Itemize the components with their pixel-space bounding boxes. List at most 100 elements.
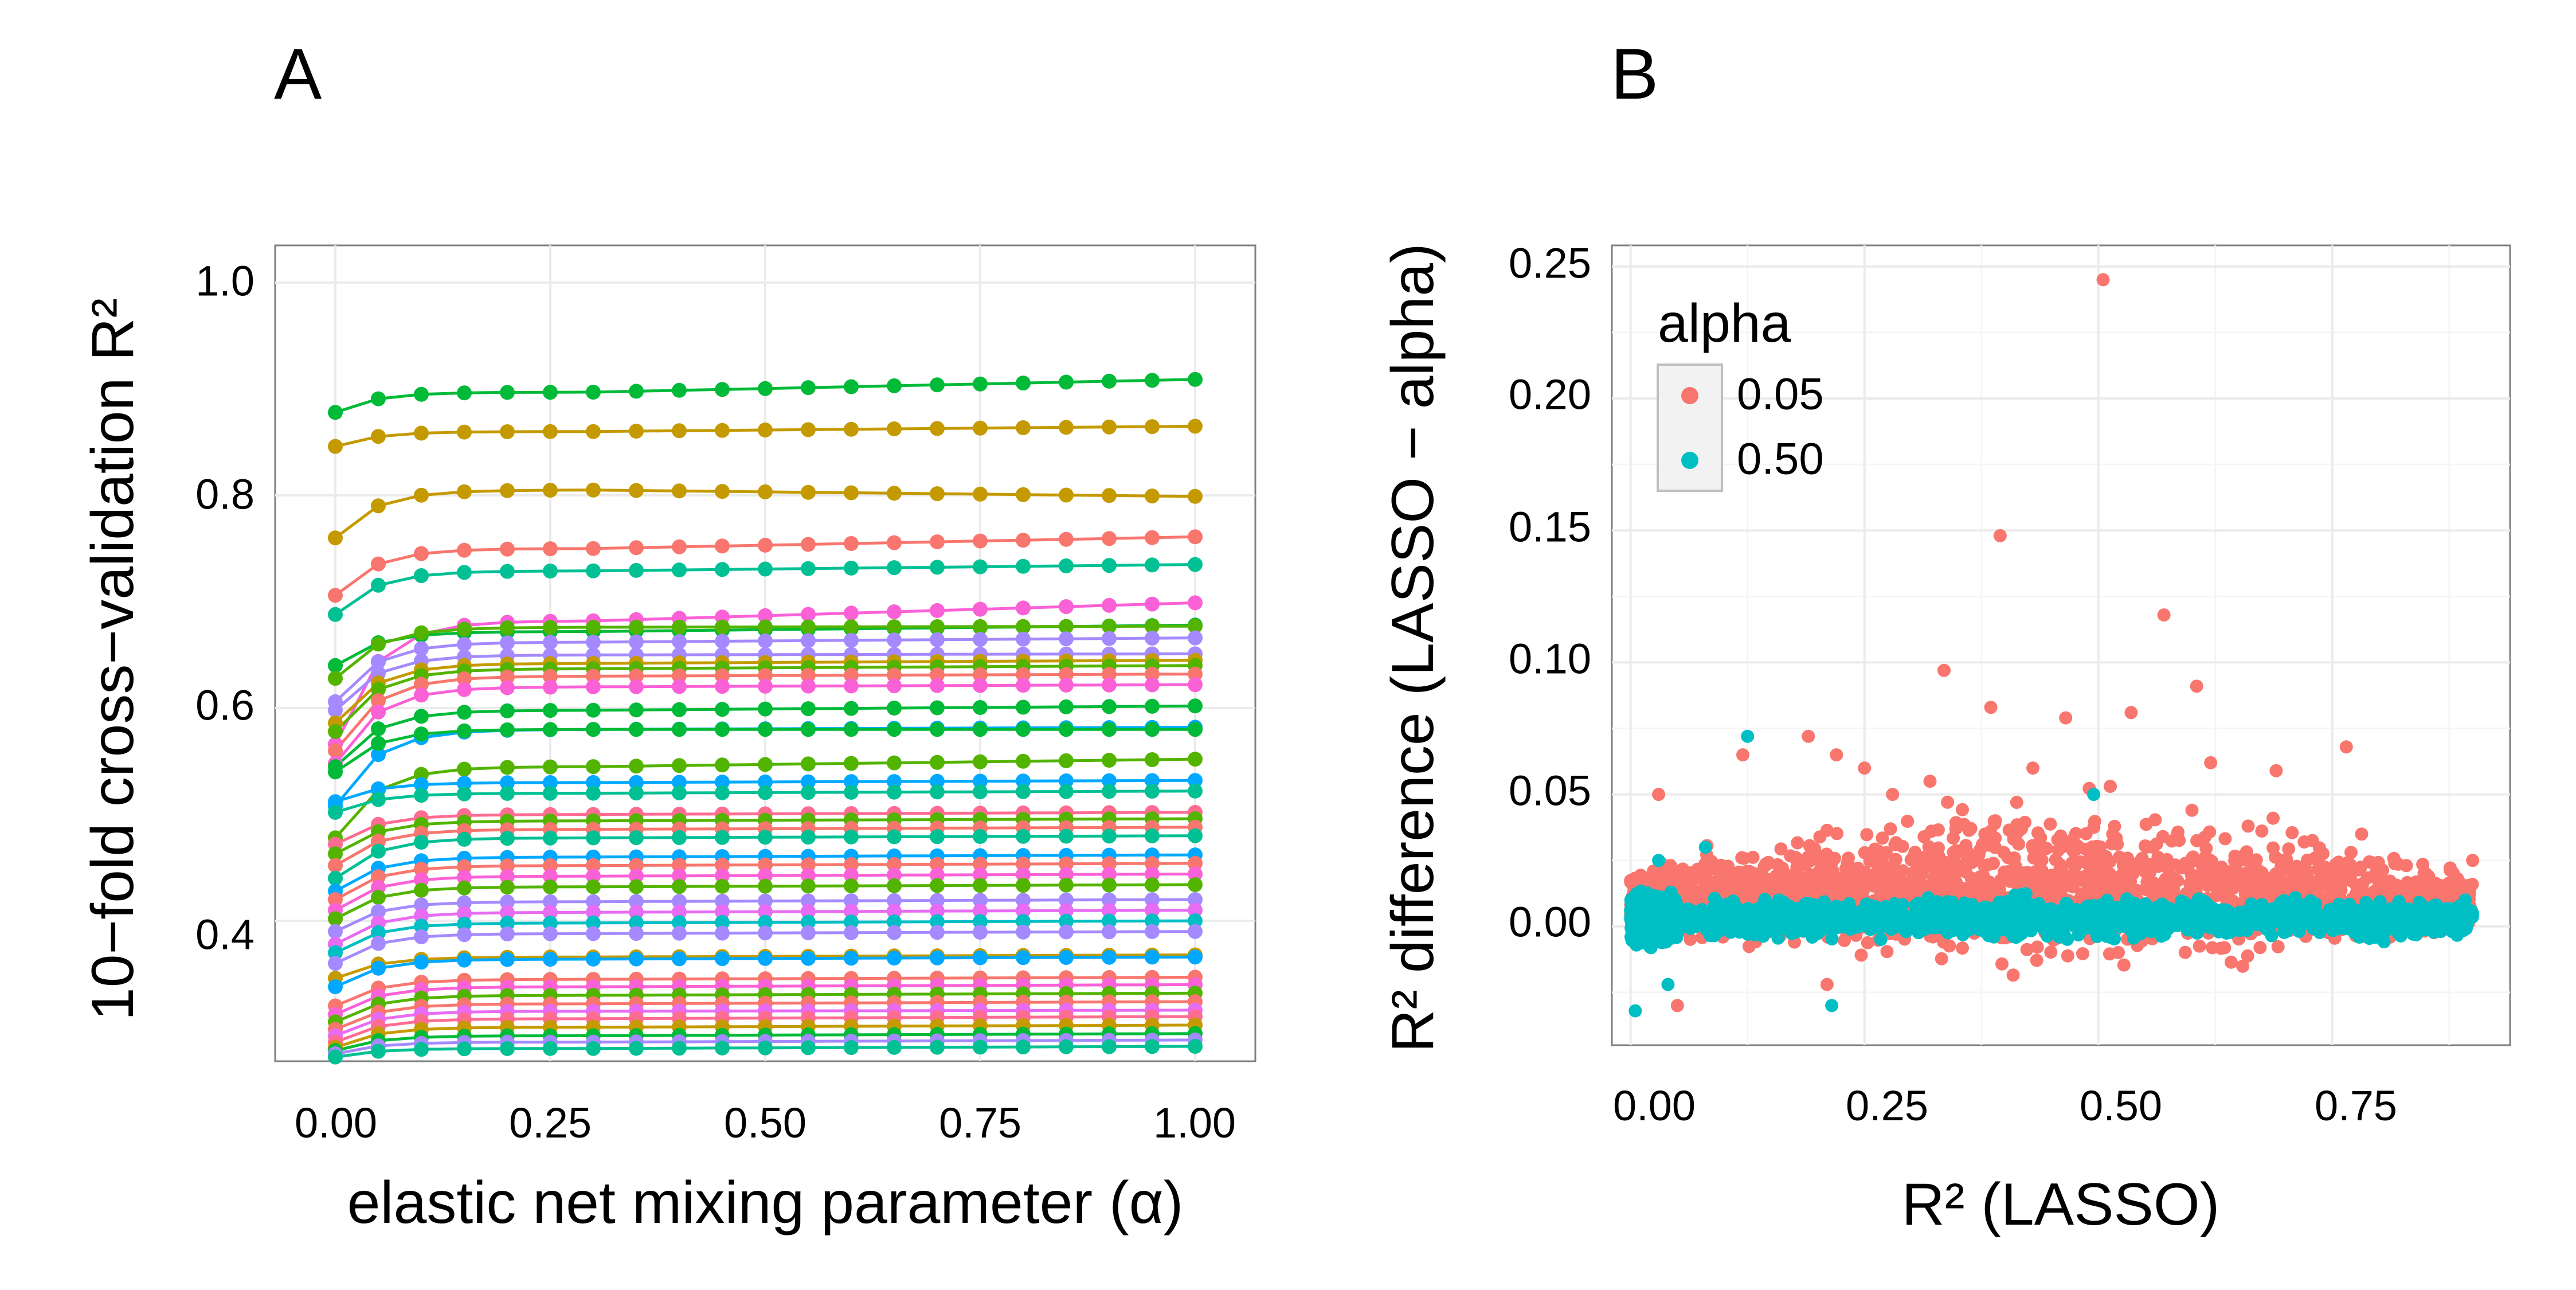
scatter-point-alpha-0.05 <box>1809 884 1823 898</box>
scatter-point-alpha-0.05 <box>1947 831 1960 845</box>
scatter-point-alpha-0.05 <box>1925 824 1938 838</box>
panel-a-y-axis-title: 10−fold cross−validation R² <box>80 298 146 1021</box>
panel-a-point <box>371 1043 386 1059</box>
panel-a-point <box>973 925 988 940</box>
panel-a-point <box>887 632 902 648</box>
panel-a-point <box>543 541 558 557</box>
panel-a-point <box>457 906 472 921</box>
panel-a-point <box>1016 533 1031 548</box>
panel-a-point <box>457 542 472 558</box>
panel-a-point <box>1145 892 1160 908</box>
panel-a-point <box>758 785 773 800</box>
scatter-point-alpha-0.05 <box>1757 859 1771 873</box>
panel-a-point <box>1016 558 1031 574</box>
panel-a-point <box>371 736 386 751</box>
panel-a-point <box>414 777 429 792</box>
panel-a-point <box>930 867 945 883</box>
panel-a-point <box>1016 678 1031 693</box>
panel-a-point <box>500 620 515 636</box>
panel-a-point <box>758 774 773 789</box>
panel-a-point <box>543 879 558 894</box>
panel-a-point <box>672 858 687 873</box>
panel-a-point <box>758 893 773 909</box>
panel-a-point <box>887 486 902 501</box>
panel-a-point <box>973 867 988 882</box>
panel-b: B alpha 0.05 0.50 0.00 0.05 0.10 0.15 0.… <box>1380 34 2511 1238</box>
panel-a-point <box>930 893 945 908</box>
scatter-point-alpha-0.05 <box>2283 863 2297 877</box>
scatter-point-alpha-0.05 <box>2280 853 2293 866</box>
panel-a-point <box>500 635 515 651</box>
panel-a-point <box>715 925 730 941</box>
panel-a-point <box>672 562 687 578</box>
panel-a-point <box>629 679 644 694</box>
panel-a-point <box>543 916 558 931</box>
panel-a-point <box>715 423 730 438</box>
panel-a-point <box>930 1039 945 1055</box>
panel-a-point <box>672 868 687 884</box>
scatter-point-alpha-0.05 <box>1652 788 1666 802</box>
panel-a-point <box>629 775 644 790</box>
panel-a-point <box>973 773 988 789</box>
panel-a-point <box>930 486 945 502</box>
panel-a-point <box>414 882 429 898</box>
panel-a-point <box>328 858 343 873</box>
panel-a-point <box>801 619 816 635</box>
panel-a-point <box>1059 374 1074 390</box>
panel-a-point <box>801 537 816 552</box>
panel-a-point <box>758 561 773 577</box>
panel-a-point <box>500 703 515 718</box>
panel-a-point <box>758 537 773 553</box>
panel-a-point <box>1102 531 1117 546</box>
panel-a-point <box>1102 867 1117 882</box>
panel-a-point <box>801 484 816 500</box>
panel-a-point <box>1145 488 1160 504</box>
panel-a-point <box>715 484 730 499</box>
scatter-point-alpha-0.05 <box>1960 849 1974 863</box>
panel-a-point <box>371 843 386 859</box>
panel-a-point <box>801 951 816 966</box>
scatter-point-alpha-0.05 <box>1736 748 1749 762</box>
panel-a-point <box>973 878 988 893</box>
panel-a-point <box>1145 373 1160 388</box>
panel-a-point <box>586 858 601 873</box>
panel-a-point <box>1188 892 1203 907</box>
panel-a-point <box>1016 619 1031 634</box>
panel-a-point <box>1102 722 1117 737</box>
panel-a-point <box>672 679 687 694</box>
scatter-point-alpha-0.05 <box>2044 945 2058 959</box>
panel-a-point <box>930 904 945 919</box>
scatter-point-alpha-0.05 <box>2085 840 2099 854</box>
panel-a-point <box>457 424 472 440</box>
scatter-point-alpha-0.05 <box>1757 871 1771 885</box>
scatter-point-alpha-0.05 <box>1803 839 1816 853</box>
panel-a-point <box>887 667 902 683</box>
panel-a-point <box>629 1041 644 1056</box>
panel-a-point <box>1016 600 1031 616</box>
panel-a-point <box>414 425 429 441</box>
panel-a-point <box>543 722 558 737</box>
panel-a-point <box>371 654 386 670</box>
scatter-point-alpha-0.05 <box>1812 865 1826 879</box>
scatter-point-alpha-0.05 <box>2117 958 2131 972</box>
panel-a-point <box>715 915 730 930</box>
scatter-point-alpha-0.50 <box>1825 932 1839 946</box>
panel-a-point <box>887 914 902 929</box>
scatter-point-alpha-0.05 <box>2203 825 2217 839</box>
scatter-point-alpha-0.05 <box>1943 885 1956 898</box>
panel-a-point <box>629 894 644 909</box>
panel-a-point <box>543 759 558 775</box>
scatter-point-alpha-0.05 <box>2190 679 2203 693</box>
panel-a-point <box>844 560 859 576</box>
panel-a-point <box>1102 903 1117 918</box>
panel-a-point <box>371 577 386 593</box>
panel-a-point <box>1188 828 1203 843</box>
panel-a-point <box>930 914 945 929</box>
panel-a-point <box>414 546 429 561</box>
panel-a-point <box>887 784 902 800</box>
panel-a-point <box>629 858 644 873</box>
scatter-point-alpha-0.05 <box>1939 855 1952 869</box>
scatter-point-alpha-0.05 <box>1920 851 1934 865</box>
scatter-point-alpha-0.05 <box>2117 876 2131 890</box>
